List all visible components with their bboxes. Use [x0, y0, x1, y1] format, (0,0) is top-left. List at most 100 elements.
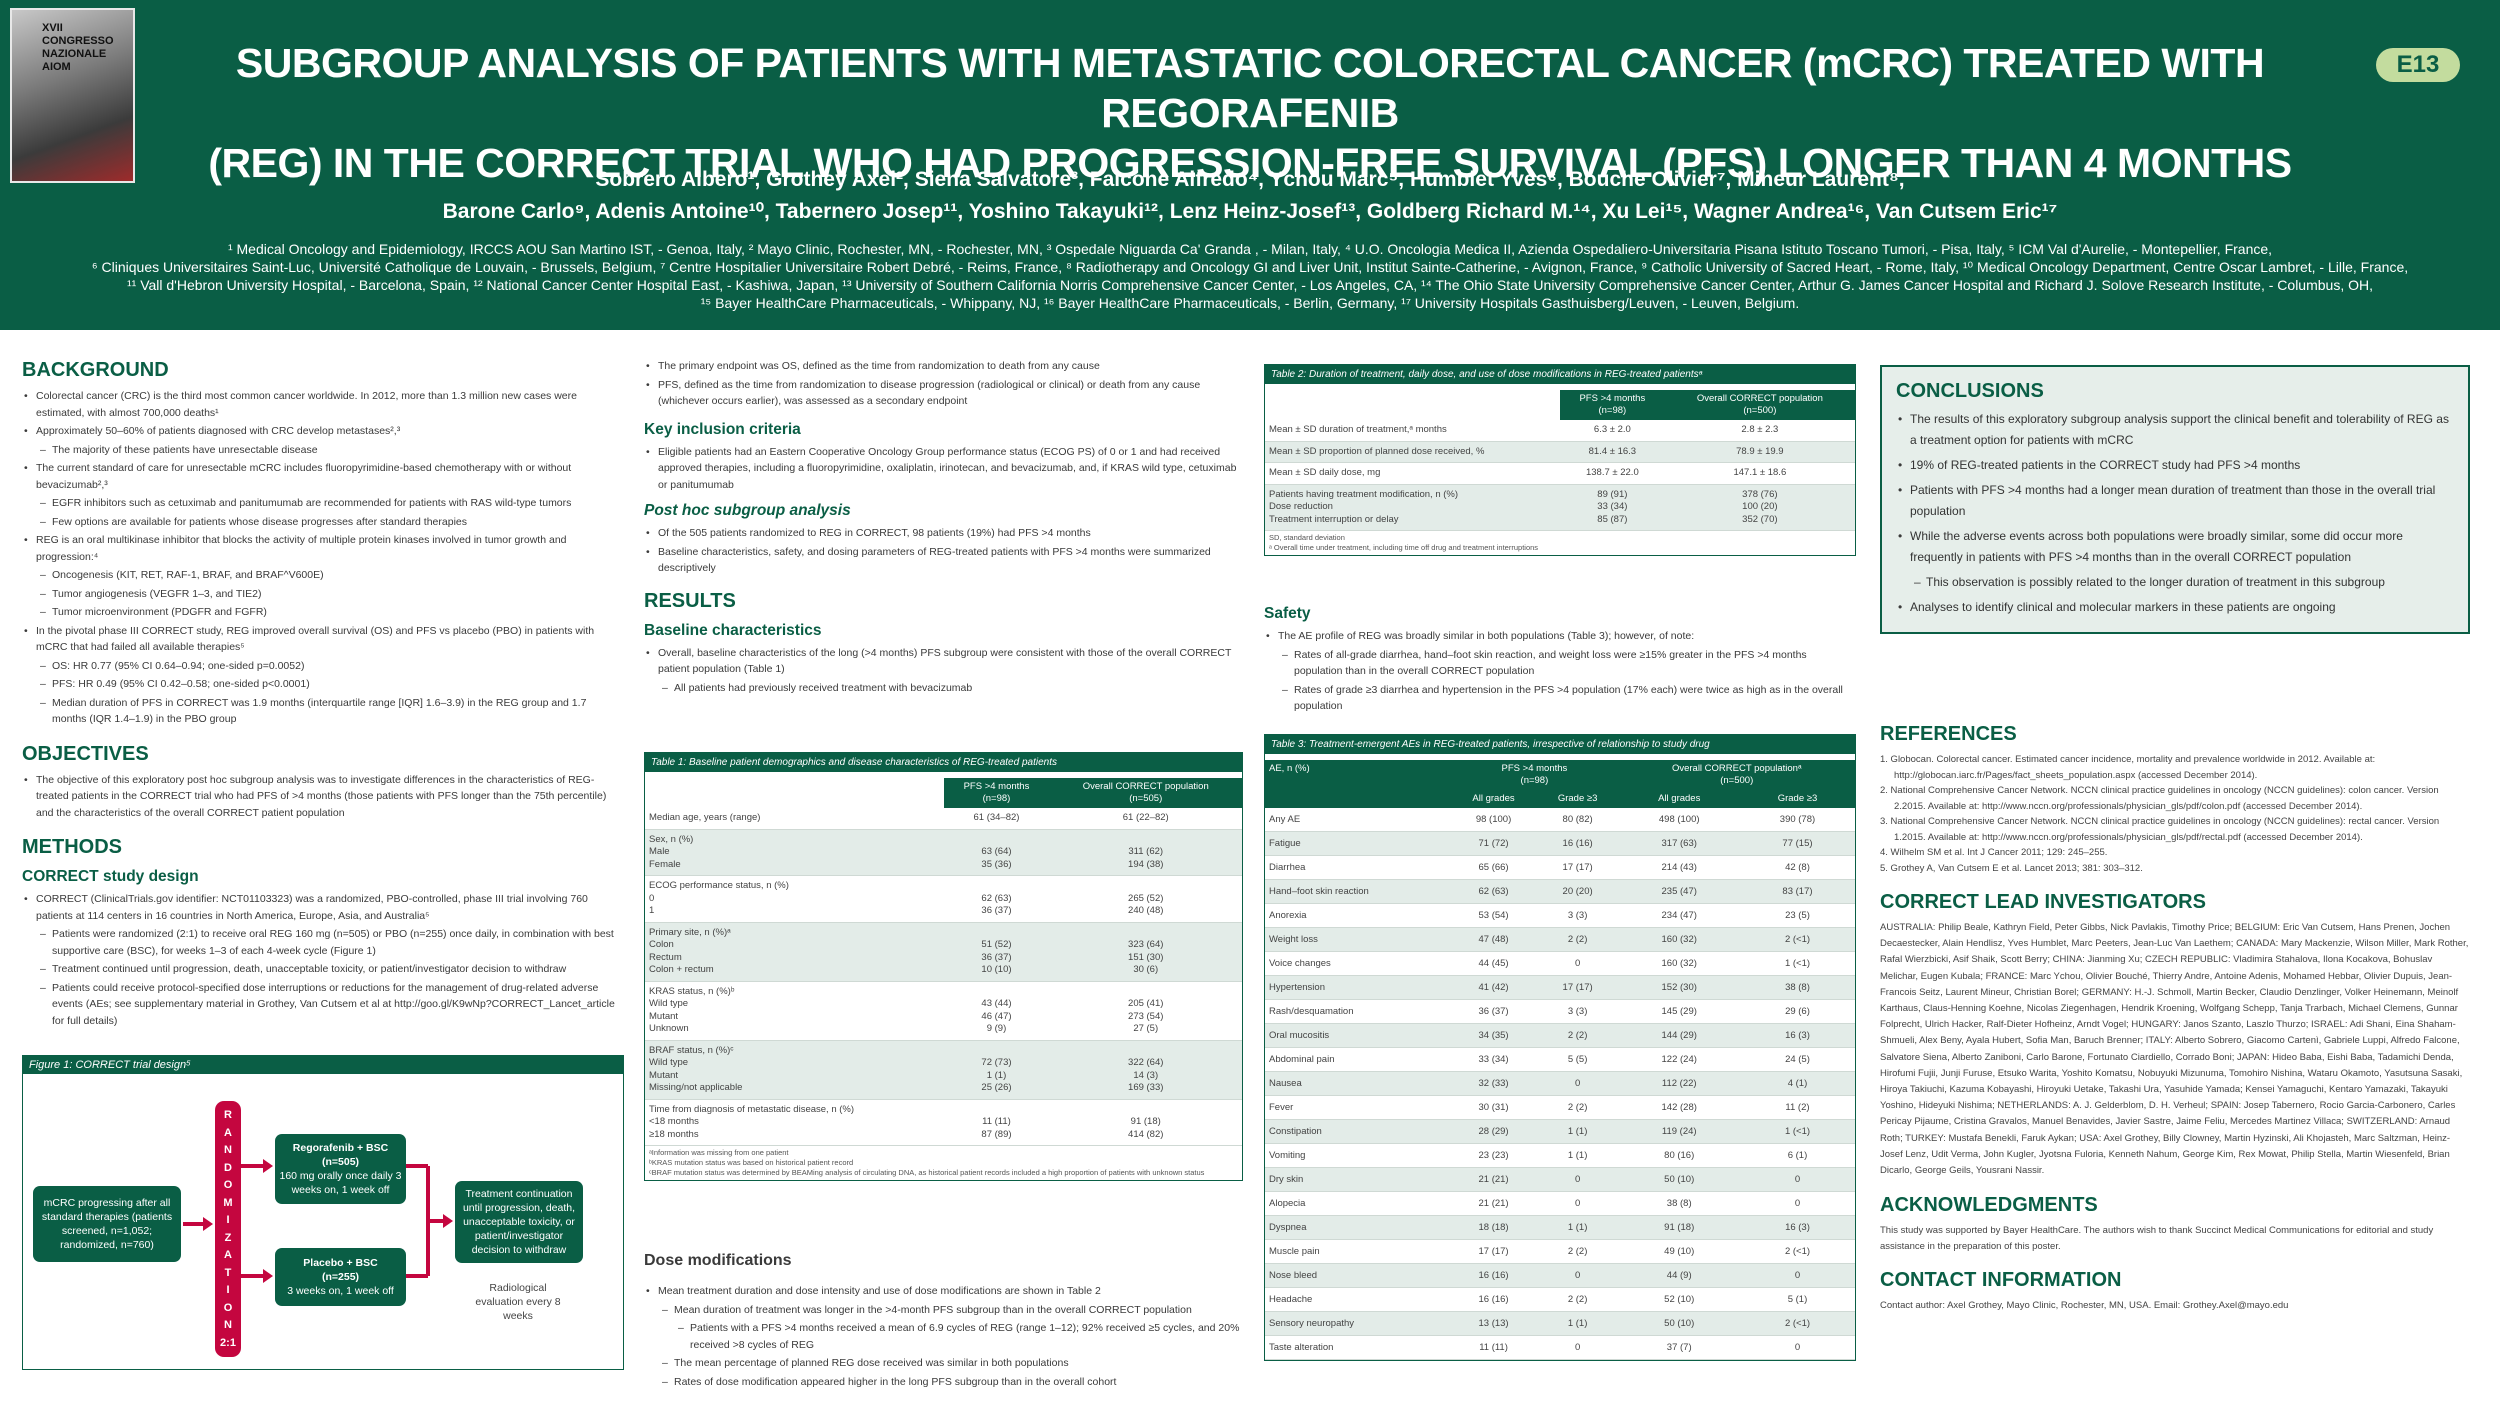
table-cell: 61 (34–82) — [943, 808, 1050, 830]
congress-logo: XVII CONGRESSO NAZIONALE AIOM — [10, 8, 135, 183]
table-cell: 83 (17) — [1739, 879, 1855, 904]
table-header-cell — [1265, 390, 1560, 420]
affiliations: ¹ Medical Oncology and Epidemiology, IRC… — [30, 240, 2470, 312]
table-cell: Fatigue — [1265, 831, 1451, 856]
table-cell: 2 (<1) — [1739, 927, 1855, 952]
list-item: Rates of all-grade diarrhea, hand–foot s… — [1264, 647, 1854, 680]
table-cell: 317 (63) — [1618, 831, 1740, 856]
table-cell: Patients having treatment modification, … — [1265, 484, 1560, 531]
regorafenib-arm-box: Regorafenib + BSC (n=505) 160 mg orally … — [275, 1134, 406, 1204]
randomization-letter: I — [226, 1214, 230, 1226]
reference: 4. Wilhelm SM et al. Int J Cancer 2011; … — [1880, 847, 2108, 858]
table-row: Nausea 32 (33) 0 112 (22) 4 (1) — [1265, 1071, 1855, 1096]
table-row: Oral mucositis 34 (35) 2 (2) 144 (29) 16 (3) — [1265, 1023, 1855, 1048]
background-list: Colorectal cancer (CRC) is the third mos… — [22, 388, 622, 728]
table-cell: 498 (100) — [1618, 808, 1740, 832]
study-design-heading: CORRECT study design — [22, 868, 199, 885]
table-cell: 2 (2) — [1536, 1023, 1619, 1048]
table-row: Constipation 28 (29) 1 (1) 119 (24) 1 (<1) — [1265, 1119, 1855, 1144]
figure-1: Figure 1: CORRECT trial design⁵ mCRC pro… — [22, 1055, 624, 1370]
table-cell: 323 (64) 151 (30) 30 (6) — [1049, 922, 1242, 982]
footnote: ᵃ Overall time under treatment, includin… — [1269, 543, 1539, 552]
table-cell: 38 (8) — [1618, 1191, 1740, 1216]
column-2: The primary endpoint was OS, defined as … — [644, 358, 1244, 698]
table-cell: 2 (2) — [1536, 1095, 1619, 1120]
list-item: Approximately 50–60% of patients diagnos… — [22, 423, 622, 440]
table-cell: 32 (33) — [1450, 1071, 1537, 1096]
table-cell: 91 (18) — [1618, 1215, 1740, 1240]
table-cell: 0 — [1536, 1191, 1619, 1216]
table-2: Table 2: Duration of treatment, daily do… — [1264, 364, 1856, 556]
table-cell: 16 (3) — [1739, 1023, 1855, 1048]
reference: 5. Grothey A, Van Cutsem E et al. Lancet… — [1880, 862, 2143, 874]
figure-1-arrows — [183, 1159, 453, 1283]
randomization-letter: I — [226, 1284, 230, 1296]
contact-text: Contact author: Axel Grothey, Mayo Clini… — [1880, 1300, 2289, 1312]
table-cell: 80 (82) — [1536, 808, 1619, 832]
randomization-letter: N — [224, 1144, 232, 1156]
results-heading: RESULTS — [644, 589, 736, 612]
poster-title: SUBGROUP ANALYSIS OF PATIENTS WITH METAS… — [150, 38, 2350, 188]
dose-heading: Dose modifications — [644, 1252, 792, 1270]
list-item: Rates of grade ≥3 diarrhea and hypertens… — [1264, 682, 1854, 715]
table-cell: 62 (63) — [1450, 879, 1537, 904]
footnote: ᵇKRAS mutation status was based on histo… — [649, 1158, 854, 1167]
list-item: Analyses to identify clinical and molecu… — [1896, 597, 2454, 618]
table-row: Patients having treatment modification, … — [1265, 484, 1855, 531]
table-cell: 235 (47) — [1618, 879, 1740, 904]
list-item: PFS, defined as the time from randomizat… — [644, 377, 1244, 410]
table-cell: 16 (3) — [1739, 1215, 1855, 1240]
randomization-letter: N — [224, 1319, 232, 1331]
table-header-cell: PFS >4 months (n=98) — [943, 778, 1050, 808]
table-cell: 30 (31) — [1450, 1095, 1537, 1120]
table-cell: 98 (100) — [1450, 808, 1537, 832]
table-cell: 378 (76) 100 (20) 352 (70) — [1664, 484, 1855, 531]
table-cell: 119 (24) — [1618, 1119, 1740, 1144]
list-item: The objective of this exploratory post h… — [22, 772, 622, 822]
objectives-heading: OBJECTIVES — [22, 742, 149, 765]
table-cell: 91 (18) 414 (82) — [1049, 1099, 1242, 1146]
table-cell: 21 (21) — [1450, 1191, 1537, 1216]
table-cell: 1 (1) — [1536, 1143, 1619, 1168]
col-n: (n=98) — [1520, 775, 1549, 786]
table-row: Rash/desquamation 36 (37) 3 (3) 145 (29) 29 … — [1265, 999, 1855, 1024]
table-cell: Sensory neuropathy — [1265, 1311, 1451, 1336]
table-cell: 0 — [1536, 1335, 1619, 1360]
table-cell: 0 — [1536, 1167, 1619, 1192]
table-header-cell — [645, 778, 944, 808]
table-cell: Mean ± SD proportion of planned dose rec… — [1265, 441, 1560, 463]
treatment-continuation-box: Treatment continuation until progression… — [455, 1181, 583, 1263]
posthoc-heading: Post hoc subgroup analysis — [644, 502, 851, 519]
table-row: Headache 16 (16) 2 (2) 52 (10) 5 (1) — [1265, 1287, 1855, 1312]
references-heading: REFERENCES — [1880, 723, 2017, 745]
table-cell: 311 (62) 194 (38) — [1049, 829, 1242, 876]
table-header-cell: All grades — [1618, 790, 1740, 808]
table-row: Median age, years (range) 61 (34–82) 61 (2… — [645, 808, 1242, 830]
col-n: (n=98) — [1598, 405, 1627, 416]
table-cell: Sex, n (%) Male Female — [645, 829, 944, 876]
affil-line: ¹ Medical Oncology and Epidemiology, IRC… — [227, 241, 2273, 257]
conclusions-list: The results of this exploratory subgroup… — [1896, 409, 2454, 618]
table-cell: 0 — [1536, 1263, 1619, 1288]
list-item: Patients were randomized (2:1) to receiv… — [22, 926, 622, 959]
list-item: Tumor microenvironment (PDGFR and FGFR) — [22, 604, 622, 621]
references-list: 1. Globocan. Colorectal cancer. Estimate… — [1880, 752, 2470, 876]
table-cell: Voice changes — [1265, 951, 1451, 976]
affil-line: ¹¹ Vall d'Hebron University Hospital, - … — [126, 277, 2373, 293]
reference: 3. National Comprehensive Cancer Network… — [1880, 816, 2440, 843]
title-line-2: (REG) IN THE CORRECT TRIAL WHO HAD PROGR… — [208, 140, 2292, 186]
baseline-list: Overall, baseline characteristics of the… — [644, 645, 1244, 697]
acknowledgments-heading: ACKNOWLEDGMENTS — [1880, 1194, 2098, 1217]
table-cell: 77 (15) — [1739, 831, 1855, 856]
list-item: Baseline characteristics, safety, and do… — [644, 544, 1244, 577]
table-cell: 78.9 ± 19.9 — [1664, 441, 1855, 463]
title-line-1: SUBGROUP ANALYSIS OF PATIENTS WITH METAS… — [235, 40, 2265, 136]
table-cell: 0 — [1739, 1263, 1855, 1288]
table-cell: 20 (20) — [1536, 879, 1619, 904]
table-cell: Time from diagnosis of metastatic diseas… — [645, 1099, 944, 1146]
list-item: Mean treatment duration and dose intensi… — [644, 1283, 1244, 1300]
list-item: CORRECT (ClinicalTrials.gov identifier: … — [22, 891, 622, 924]
table-cell: 205 (41) 273 (54) 27 (5) — [1049, 981, 1242, 1041]
randomization-letter: A — [224, 1126, 232, 1139]
table-cell: 1 (1) — [1536, 1311, 1619, 1336]
